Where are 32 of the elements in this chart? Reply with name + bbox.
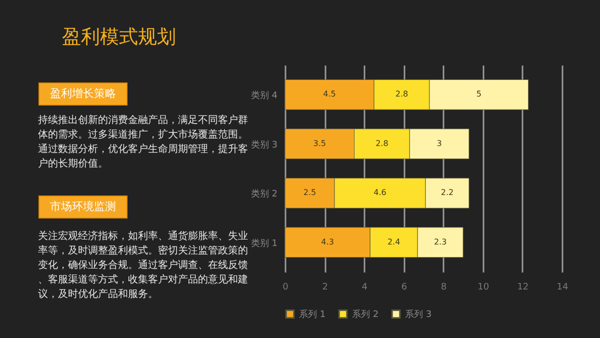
text: 盈利增长策略 — [50, 87, 116, 100]
x-tick-label: 8 — [440, 282, 447, 292]
x-tick-label: 0 — [282, 282, 289, 292]
text: 市场环境监测 — [50, 200, 116, 213]
data-label: 4.5 — [323, 90, 336, 99]
data-label: 3.5 — [313, 138, 326, 148]
x-tick-label: 2 — [322, 282, 328, 292]
x-tick-label: 6 — [401, 282, 408, 292]
data-label: 4.3 — [321, 237, 334, 246]
y-tick-label: 类别 1 — [250, 238, 278, 249]
y-tick-label: 类别 3 — [250, 139, 278, 150]
data-label: 2.8 — [395, 90, 408, 99]
y-tick-label: 类别 4 — [250, 90, 278, 102]
legend-label: 系列 2 — [352, 309, 379, 320]
text: 关注宏观经济指标，如利率、通货膨胀率、失业率等，及时调整盈利模式。密切关注监管政策的变化，确保业务合规。通过客户调查、在线反馈、客服渠道等方式，收集客户对产品的意见和建议，及时优化产品和服务。 — [38, 230, 248, 300]
data-label: 2.4 — [387, 237, 400, 246]
x-tick-label: 14 — [556, 282, 568, 292]
legend-label: 系列 1 — [299, 309, 326, 320]
legend-label: 系列 3 — [405, 309, 432, 320]
data-label: 2.2 — [440, 188, 454, 198]
data-label: 2.5 — [303, 188, 316, 198]
text: 盈利模式规划 — [62, 26, 176, 48]
data-label: 5 — [476, 90, 482, 99]
x-tick-label: 12 — [517, 282, 529, 292]
y-tick-label: 类别 2 — [250, 188, 278, 200]
data-label: 4.6 — [374, 188, 386, 198]
data-label: 2.3 — [434, 237, 447, 246]
x-tick-label: 10 — [478, 282, 490, 292]
x-tick-label: 4 — [362, 282, 368, 292]
data-label: 3 — [436, 138, 442, 148]
text: 持续推出创新的消费金融产品，满足不同客户群体的需求。过多渠道推广，扩大市场覆盖范围。通过数据分析，优化客户生命周期管理，提升客户的长期价值。 — [38, 114, 248, 170]
data-label: 2.8 — [376, 138, 388, 148]
